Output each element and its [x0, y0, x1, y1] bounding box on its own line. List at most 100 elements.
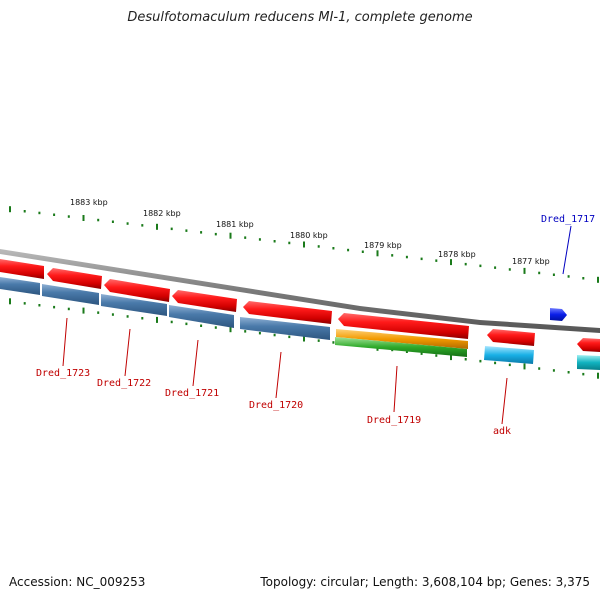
rrna-orange-track — [336, 329, 468, 349]
cds-feature-dred-1720 — [243, 301, 332, 324]
feature-track — [0, 259, 600, 370]
gene-labels: Dred_1723 Dred_1722 Dred_1721 Dred_1720 … — [36, 214, 595, 437]
outer-tick-10 — [156, 223, 158, 230]
outer-tick-4 — [67, 215, 70, 218]
reverse-track-segment-4 — [169, 305, 234, 328]
gene-label-dred-1717[interactable]: Dred_1717 — [541, 214, 595, 225]
gene-label-leaders — [62, 225, 572, 425]
genome-title: Desulfotomaculum reducens MI-1, complete… — [127, 10, 473, 25]
outer-tick-27 — [405, 255, 408, 259]
inner-tick-12 — [185, 322, 188, 326]
outer-tick-7 — [111, 220, 114, 223]
outer-tick-32 — [479, 264, 482, 268]
outer-tick-20 — [303, 241, 305, 248]
cds-feature-left-edge — [0, 259, 44, 279]
outer-tick-2 — [38, 211, 41, 215]
reverse-track-segment-1 — [0, 277, 40, 295]
leader-dred-1721 — [192, 339, 199, 387]
outer-tick-18 — [273, 240, 276, 243]
inner-tick-3 — [53, 305, 56, 309]
outer-tick-30 — [450, 259, 452, 266]
gene-label-dred-1719[interactable]: Dred_1719 — [367, 415, 421, 426]
outer-tick-8 — [126, 222, 129, 225]
outer-tick-14 — [214, 232, 217, 236]
outer-tick-12 — [185, 229, 188, 232]
inner-tick-6 — [97, 311, 100, 314]
reverse-track-segment-5 — [240, 317, 330, 340]
inner-tick-27 — [405, 350, 408, 353]
gene-label-dred-1722[interactable]: Dred_1722 — [97, 378, 151, 389]
inner-tick-0 — [9, 298, 11, 305]
genome-backbone — [0, 249, 600, 333]
inner-tick-33 — [494, 361, 497, 365]
kbp-label-1: 1882 kbp — [143, 209, 181, 218]
inner-tick-36 — [538, 367, 541, 370]
outer-tick-35 — [523, 267, 526, 274]
outer-tick-1 — [23, 210, 26, 213]
inner-tick-28 — [420, 352, 423, 355]
accession-text: Accession: NC_009253 — [9, 575, 146, 589]
inner-tick-35 — [523, 363, 526, 370]
kbp-label-5: 1878 kbp — [438, 250, 476, 259]
outer-tick-15 — [229, 232, 232, 239]
cds-feature-adk — [487, 329, 535, 346]
outer-tick-17 — [258, 238, 261, 241]
outer-tick-39 — [582, 277, 585, 280]
inner-tick-32 — [479, 359, 482, 363]
inner-tick-8 — [126, 315, 129, 318]
inner-tick-5 — [82, 307, 85, 314]
inner-tick-9 — [141, 317, 144, 320]
inner-tick-20 — [303, 335, 305, 342]
inner-tick-37 — [552, 369, 555, 372]
outer-tick-ring — [9, 206, 599, 283]
reverse-track-segment-2 — [42, 284, 99, 305]
inner-tick-31 — [464, 358, 467, 361]
cds-feature-dred-1723 — [47, 268, 102, 289]
inner-tick-21 — [317, 339, 320, 342]
inner-tick-38 — [567, 371, 570, 374]
gene-label-dred-1723[interactable]: Dred_1723 — [36, 368, 90, 379]
outer-tick-25 — [376, 250, 379, 257]
leader-dred-1717 — [562, 225, 572, 275]
outer-tick-31 — [464, 262, 467, 266]
leader-dred-1720 — [275, 351, 282, 399]
outer-tick-33 — [494, 266, 497, 269]
outer-tick-38 — [567, 275, 570, 278]
outer-tick-0 — [9, 206, 11, 213]
outer-tick-22 — [332, 247, 335, 250]
gene-label-dred-1721[interactable]: Dred_1721 — [165, 388, 219, 399]
outer-tick-5 — [82, 215, 85, 221]
inner-tick-14 — [214, 326, 217, 329]
outer-tick-28 — [420, 257, 423, 261]
cds-feature-dred-1721 — [172, 290, 237, 312]
outer-tick-3 — [53, 213, 56, 216]
gene-label-adk[interactable]: adk — [493, 426, 511, 437]
leader-dred-1719 — [393, 365, 398, 413]
kbp-label-6: 1877 kbp — [512, 257, 550, 266]
kbp-label-0: 1883 kbp — [70, 198, 108, 207]
cds-feature-dred-1722 — [104, 279, 170, 302]
leader-dred-1722 — [124, 328, 131, 377]
outer-tick-23 — [347, 248, 350, 252]
cyan-track-segment — [484, 346, 534, 364]
outer-tick-40 — [597, 276, 599, 283]
outer-tick-29 — [435, 259, 438, 262]
small-feature-dred-1717 — [550, 308, 567, 321]
inner-tick-30 — [450, 354, 452, 361]
outer-tick-13 — [200, 231, 203, 234]
inner-tick-2 — [38, 304, 41, 307]
outer-tick-19 — [288, 241, 291, 245]
outer-tick-9 — [141, 224, 144, 227]
outer-tick-24 — [361, 250, 364, 253]
inner-tick-22 — [332, 341, 335, 344]
inner-tick-29 — [435, 354, 438, 357]
leader-dred-1723 — [62, 317, 68, 367]
outer-tick-21 — [317, 245, 320, 248]
cds-feature-dred-1719 — [338, 313, 469, 339]
cds-feature-right-edge — [577, 338, 600, 352]
inner-tick-40 — [597, 372, 599, 379]
gene-label-dred-1720[interactable]: Dred_1720 — [249, 400, 303, 411]
kbp-label-2: 1881 kbp — [216, 220, 254, 229]
kbp-label-3: 1880 kbp — [290, 231, 328, 240]
